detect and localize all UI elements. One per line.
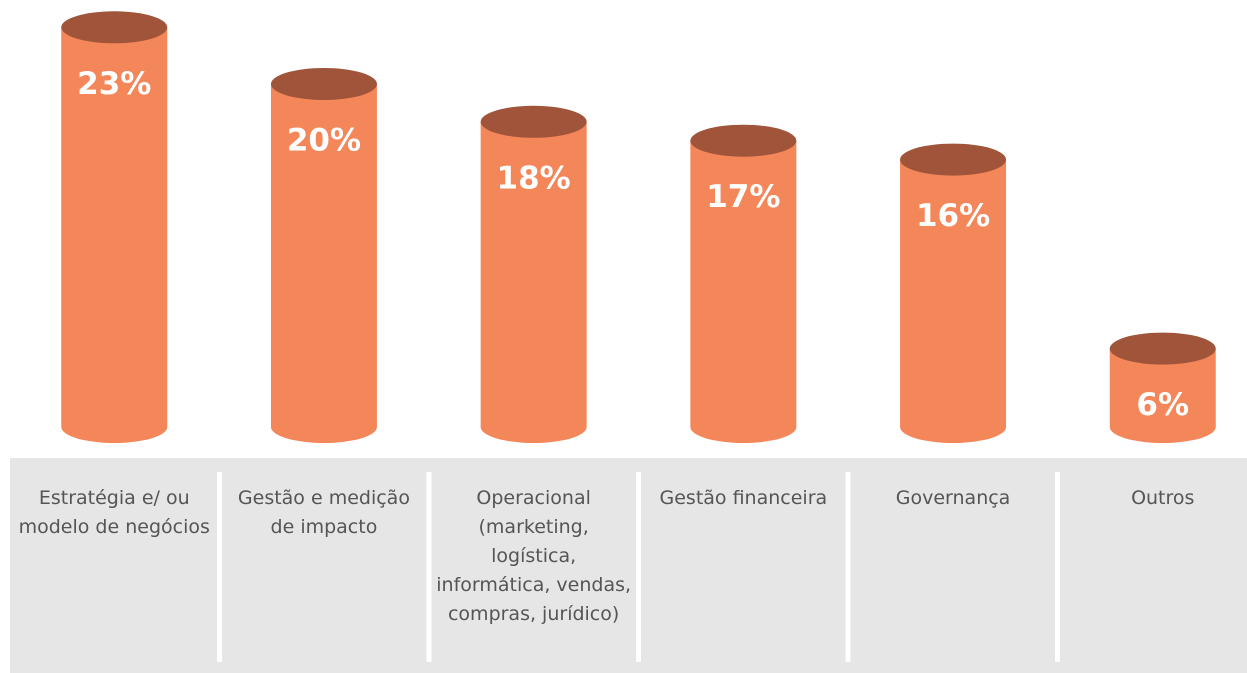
- cylinder-top: [1109, 332, 1216, 365]
- cylinder-top: [900, 143, 1007, 176]
- cylinder-top: [690, 124, 797, 157]
- cylinder-top: [270, 68, 377, 100]
- value-label: 20%: [287, 123, 361, 159]
- category-label: Governança: [895, 487, 1011, 509]
- value-label: 16%: [916, 198, 990, 234]
- label-panel: [10, 458, 1247, 673]
- cylinder-body: [900, 159, 1007, 443]
- cylinder-body: [690, 140, 797, 443]
- value-label: 6%: [1136, 387, 1189, 423]
- cylinder-body: [270, 84, 377, 443]
- value-label: 18%: [497, 160, 571, 196]
- category-label: Operacional (marketing, logística, infor…: [436, 487, 632, 625]
- cylinder-top: [61, 11, 168, 44]
- value-label: 17%: [706, 179, 780, 215]
- category-label: Outros: [1131, 487, 1195, 509]
- cylinder-body: [1109, 348, 1216, 443]
- cylinder-top: [480, 105, 587, 138]
- cylinder-body: [480, 121, 587, 444]
- category-label: Estratégia e/ ou modelo de negócios: [18, 487, 210, 538]
- category-label: Gestão financeira: [659, 487, 828, 509]
- value-label: 23%: [77, 66, 151, 102]
- category-label: Gestão e medição de impacto: [237, 487, 410, 538]
- cylinder-body: [61, 27, 168, 444]
